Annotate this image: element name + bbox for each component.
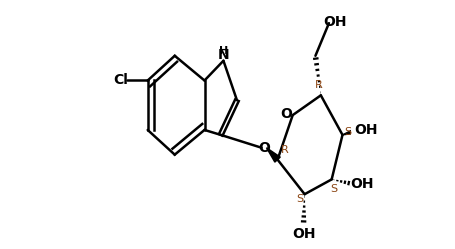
Polygon shape [343,127,359,135]
Text: Cl: Cl [113,73,128,87]
Text: R: R [314,80,322,90]
Text: OH: OH [292,227,315,241]
Text: S: S [296,194,303,204]
Text: O: O [258,141,270,155]
Polygon shape [267,148,280,162]
Text: H: H [219,46,228,56]
Text: OH: OH [350,177,374,191]
Text: OH: OH [324,15,347,29]
Text: R: R [281,145,289,155]
Text: S: S [344,127,351,137]
Text: OH: OH [354,123,378,137]
Text: O: O [281,107,293,121]
Text: S: S [331,184,338,194]
Text: N: N [218,48,230,62]
